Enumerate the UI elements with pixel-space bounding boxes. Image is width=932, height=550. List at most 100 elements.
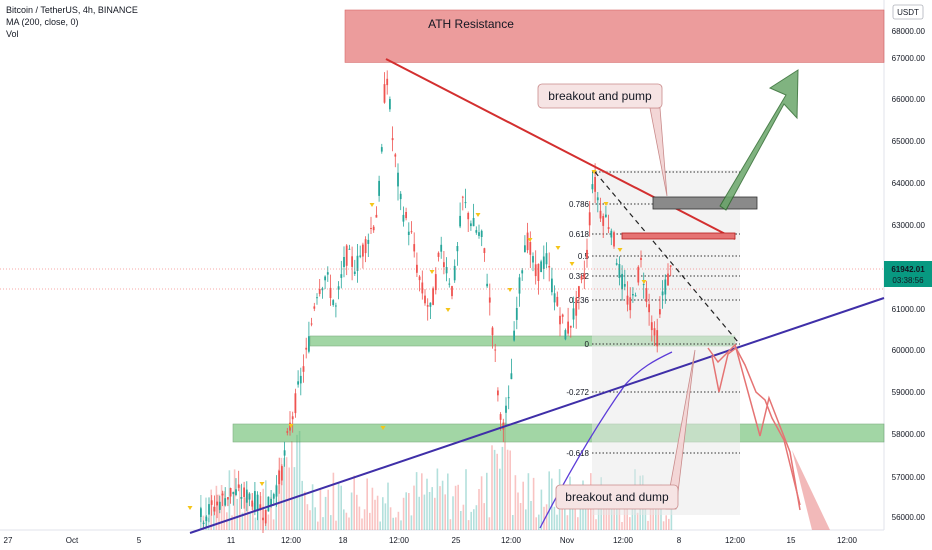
- candle-body: [359, 255, 362, 257]
- volume-bar: [397, 511, 400, 530]
- volume-bar: [517, 492, 519, 530]
- currency-badge[interactable]: [892, 4, 924, 20]
- candle-body: [578, 286, 580, 297]
- candle-body: [456, 246, 459, 252]
- candle-body: [380, 147, 383, 152]
- volume-bar: [296, 434, 298, 530]
- candle-body: [386, 78, 389, 86]
- volume-bar: [636, 512, 639, 530]
- candle-body: [316, 297, 318, 299]
- volume-bar: [213, 506, 215, 530]
- volume-bar: [465, 469, 467, 530]
- breakout-box[interactable]: [652, 196, 758, 210]
- volume-bar: [283, 457, 285, 530]
- candle-body: [445, 267, 448, 274]
- candle-body: [524, 245, 526, 253]
- fib-level-label: -0.618: [566, 449, 589, 458]
- resistance-box[interactable]: [621, 232, 736, 240]
- ath-resistance-zone[interactable]: [344, 9, 885, 63]
- pump-note-box[interactable]: [537, 83, 663, 109]
- candle-body: [218, 501, 221, 510]
- volume-bar: [579, 501, 582, 530]
- candle-body: [580, 276, 583, 280]
- volume-bar: [447, 473, 449, 530]
- candle-body: [626, 295, 629, 305]
- fib-level-label: 0.382: [569, 272, 590, 281]
- candle-body: [567, 321, 569, 334]
- volume-bar: [254, 517, 257, 530]
- ascending-trendline[interactable]: [189, 297, 885, 534]
- volume-bar: [210, 489, 212, 530]
- volume-bar: [486, 472, 488, 530]
- volume-bar: [353, 475, 355, 530]
- volume-bar: [249, 513, 251, 530]
- volume-bar: [252, 502, 254, 530]
- x-tick-label: 18: [339, 536, 348, 545]
- volume-bar: [363, 509, 366, 530]
- support-zone-lower[interactable]: [232, 423, 885, 443]
- candle-body: [480, 230, 483, 237]
- candle-body: [383, 84, 386, 103]
- candle-body: [367, 239, 370, 244]
- candle-body: [332, 300, 335, 305]
- chart-legend: Bitcoin / TetherUS, 4h, BINANCE MA (200,…: [6, 4, 138, 40]
- volume-bar: [280, 457, 283, 530]
- volume-bar: [408, 493, 410, 530]
- candle-body: [308, 336, 310, 352]
- volume-bar: [324, 496, 327, 530]
- dump-path-line[interactable]: [707, 343, 801, 506]
- x-tick-label: Oct: [66, 536, 79, 545]
- volume-bar: [462, 504, 465, 530]
- candle-body: [210, 500, 213, 505]
- volume-bar: [272, 519, 275, 530]
- candle-body: [532, 256, 534, 263]
- x-tick-label: Nov: [560, 536, 574, 545]
- signal-marker: [259, 482, 265, 486]
- candle-body: [275, 485, 278, 497]
- candle-body: [313, 306, 316, 309]
- candle-body: [526, 232, 529, 251]
- candle-body: [586, 249, 588, 259]
- volume-bar: [449, 519, 452, 530]
- volume-bar: [275, 484, 277, 530]
- volume-bar: [236, 498, 238, 530]
- dump-zigzag[interactable]: [711, 346, 801, 511]
- candle-body: [632, 294, 634, 296]
- candle-body: [594, 177, 596, 192]
- volume-bar: [475, 505, 478, 530]
- volume-bar: [512, 515, 514, 530]
- candle-body: [426, 305, 429, 307]
- candle-body: [378, 180, 380, 196]
- candle-body: [340, 274, 343, 278]
- volume-bar: [231, 515, 233, 530]
- fib-level-label: -0.272: [566, 388, 589, 397]
- dump-note-box[interactable]: [555, 484, 679, 510]
- volume-bar: [535, 517, 537, 530]
- candle-body: [208, 504, 210, 515]
- volume-bar: [561, 503, 563, 530]
- signal-marker: [507, 288, 513, 292]
- candle-body: [645, 288, 648, 302]
- pump-arrow[interactable]: [719, 69, 799, 211]
- volume-bar: [327, 489, 329, 530]
- volume-bar: [239, 485, 241, 530]
- candle-body: [205, 516, 208, 522]
- volume-bar: [467, 520, 470, 530]
- candle-body: [507, 397, 510, 399]
- volume-bar: [366, 478, 368, 530]
- candle-body: [289, 422, 291, 431]
- candle-body: [418, 276, 421, 281]
- volume-bar: [488, 517, 491, 530]
- candle-body: [637, 266, 640, 283]
- volume-bar: [436, 468, 439, 530]
- candle-body: [599, 210, 602, 219]
- volume-bar: [415, 472, 418, 530]
- signal-marker: [555, 246, 561, 250]
- volume-bar: [668, 518, 670, 530]
- volume-bar: [577, 517, 579, 530]
- candle-body: [583, 273, 586, 279]
- signal-marker: [429, 270, 435, 274]
- x-tick-label: 8: [677, 536, 682, 545]
